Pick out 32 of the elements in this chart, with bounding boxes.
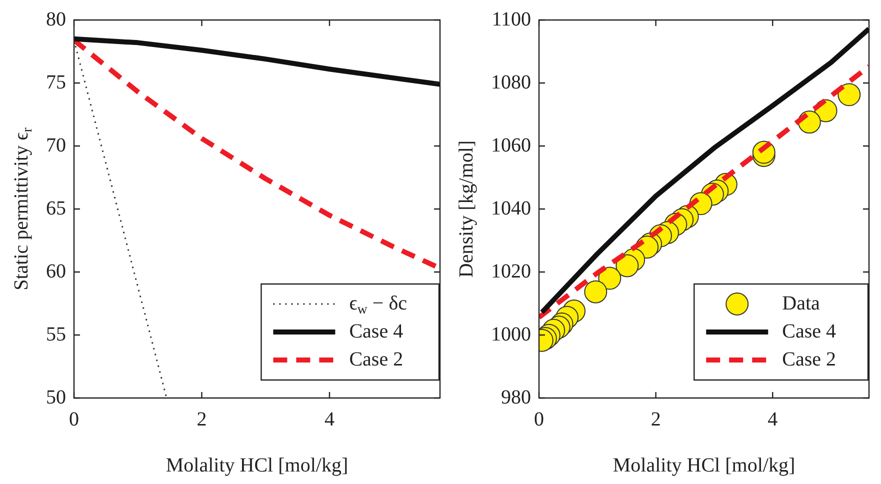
- legend-label: Case 2: [782, 348, 836, 370]
- y-tick-label: 1080: [491, 71, 531, 94]
- x-tick-label: 2: [650, 408, 661, 430]
- y-tick-label: 980: [501, 386, 531, 408]
- legend-label: Case 4: [782, 320, 836, 342]
- y-tick-label: 1000: [491, 323, 531, 346]
- y-axis-title: Static permittivity ϵr: [10, 127, 36, 290]
- y-tick-label: 1040: [491, 197, 531, 220]
- x-axis-title: Molality HCl [mol/kg]: [166, 454, 348, 476]
- x-tick-label: 0: [69, 408, 79, 430]
- y-tick-label: 1020: [491, 260, 531, 282]
- x-tick-label: 4: [324, 408, 334, 430]
- y-tick-label: 65: [46, 197, 66, 220]
- y-tick-label: 75: [46, 71, 66, 94]
- legend-label: Case 2: [349, 348, 404, 370]
- y-tick-label: 1060: [491, 134, 531, 156]
- point: [616, 254, 639, 278]
- x-tick-label: 4: [768, 408, 778, 430]
- y-axis-title: Density [kg/mol]: [455, 140, 478, 278]
- x-axis-title: Molality HCl [mol/kg]: [612, 454, 796, 476]
- point: [584, 280, 608, 304]
- legend-label: Data: [782, 292, 820, 314]
- point: [838, 83, 861, 106]
- y-tick-label: 60: [46, 260, 66, 282]
- x-tick-label: 0: [534, 408, 544, 430]
- y-tick-label: 70: [46, 134, 66, 156]
- x-tick-label: 2: [196, 408, 207, 430]
- y-tick-label: 55: [46, 323, 66, 346]
- y-tick-label: 1100: [492, 8, 531, 30]
- legend-label: Case 4: [349, 320, 404, 342]
- y-tick-label: 80: [46, 8, 66, 30]
- y-tick-label: 50: [46, 386, 66, 408]
